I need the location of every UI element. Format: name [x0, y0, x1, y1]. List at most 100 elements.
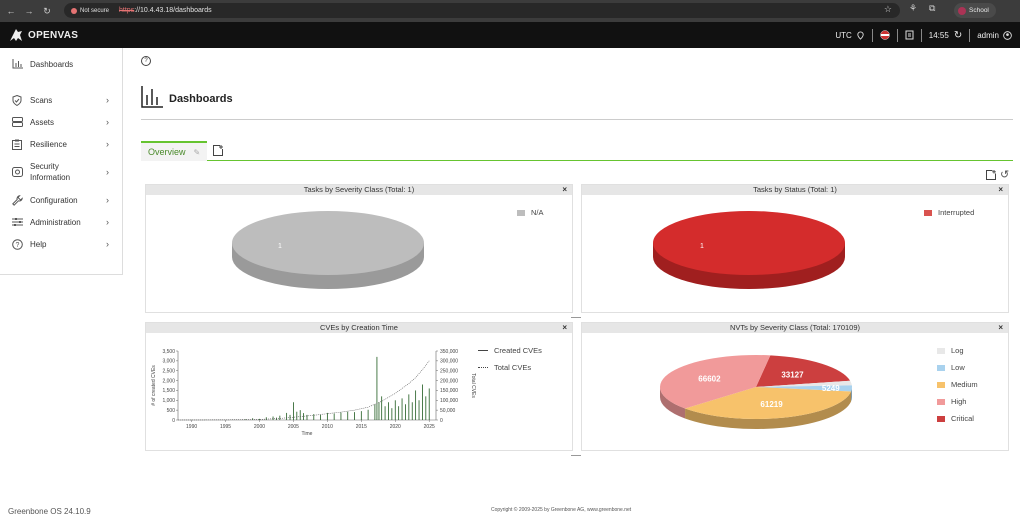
divider — [969, 28, 971, 42]
page-title: Dashboards — [141, 86, 233, 108]
username[interactable]: admin — [977, 30, 999, 40]
sidebar-item-resilience[interactable]: Resilience › — [0, 133, 122, 155]
legend-item[interactable]: Medium — [937, 376, 978, 393]
pie-slice-label: 1 — [700, 243, 704, 250]
pie-slice-label: 61219 — [760, 400, 783, 409]
panel-title: CVEs by Creation Time — [320, 323, 398, 332]
legend-label: Medium — [951, 380, 978, 389]
add-dashboard-icon[interactable] — [213, 145, 223, 156]
y2-axis-label: Total CVEs — [470, 373, 476, 398]
line-chart: 0 500 1,000 1,500 2,000 2,500 3,000 3,500 0 50,00… — [151, 349, 476, 437]
y-tick-label: 2,500 — [162, 369, 175, 375]
add-panel-icon[interactable] — [986, 170, 996, 180]
y2-tick-label: 100,000 — [440, 398, 458, 404]
legend-swatch — [937, 381, 945, 388]
security-indicator[interactable]: Not secure — [71, 7, 110, 14]
warning-icon — [71, 7, 77, 14]
user-icon[interactable] — [1003, 30, 1012, 40]
tab-overview[interactable]: Overview ✎ — [141, 141, 207, 161]
brand-logo[interactable]: OPENVAS — [8, 27, 78, 43]
x-tick-label: 2020 — [390, 424, 401, 430]
chart-legend: Log Low Medium High Critical — [937, 342, 978, 427]
title-divider — [141, 119, 1013, 120]
legend-item[interactable]: High — [937, 393, 978, 410]
timezone-label: UTC — [835, 30, 852, 40]
y2-tick-label: 200,000 — [440, 378, 458, 384]
brand-name: OPENVAS — [28, 29, 79, 41]
pie-slice-label: 33127 — [781, 370, 804, 379]
reload-icon[interactable]: ↻ — [43, 5, 51, 16]
sidebar-item-help[interactable]: ? Help › — [0, 233, 122, 255]
close-icon[interactable]: × — [998, 323, 1003, 332]
panel-header: Tasks by Severity Class (Total: 1) × — [146, 185, 572, 195]
edit-icon[interactable]: ✎ — [193, 147, 201, 157]
x-tick-label: 1990 — [186, 424, 197, 430]
panel-header: CVEs by Creation Time × — [146, 323, 572, 333]
profile-button[interactable]: School — [954, 3, 996, 18]
sidebar-item-label: Dashboards — [30, 59, 74, 69]
back-icon[interactable]: ← — [6, 6, 16, 16]
panel-resize-handle[interactable] — [571, 317, 581, 318]
reset-icon[interactable]: ↺ — [1000, 169, 1010, 181]
panel-tasks-by-status: Tasks by Status (Total: 1) × 1 Interrupt… — [581, 184, 1009, 313]
legend-item[interactable]: Log — [937, 342, 978, 359]
legend-item[interactable]: N/A — [517, 204, 544, 221]
panel-cves-by-creation-time: CVEs by Creation Time × 0 500 1,000 1,500 2,… — [145, 322, 573, 451]
pie-slice-high — [660, 355, 771, 409]
extension-icon[interactable]: ⚘ — [909, 3, 918, 13]
pie-slice-label: 66602 — [698, 375, 721, 384]
sidebar-item-administration[interactable]: Administration › — [0, 211, 122, 233]
sidebar-item-assets[interactable]: Assets › — [0, 111, 122, 133]
help-icon: ? — [11, 238, 23, 250]
y-tick-label: 2,000 — [162, 378, 175, 384]
help-icon[interactable]: ? — [141, 56, 151, 66]
legend-label: Critical — [951, 414, 974, 423]
forward-icon[interactable]: → — [24, 6, 34, 16]
y-axis-label: # of created CVEs — [151, 365, 157, 406]
chevron-right-icon: › — [106, 217, 109, 227]
panel-resize-handle[interactable] — [571, 455, 581, 456]
pie-slice-critical — [756, 355, 851, 387]
bar-chart-icon — [11, 58, 23, 70]
close-icon[interactable]: × — [562, 185, 567, 194]
extensions-puzzle-icon[interactable]: ⧉ — [929, 3, 936, 13]
legend-line — [478, 367, 488, 368]
pie-slice-log — [756, 380, 852, 387]
legend-swatch — [937, 415, 945, 422]
sidebar-item-configuration[interactable]: Configuration › — [0, 189, 122, 211]
close-icon[interactable]: × — [562, 323, 567, 332]
version-label: Greenbone OS 24.10.9 — [8, 507, 91, 516]
legend-swatch — [937, 398, 945, 405]
panel-title: Tasks by Status (Total: 1) — [753, 185, 837, 194]
refresh-icon[interactable]: ↻ — [953, 29, 963, 41]
legend-item[interactable]: Total CVEs — [478, 359, 542, 376]
wrench-icon — [11, 194, 23, 206]
server-icon — [11, 116, 23, 128]
y2-tick-label: 350,000 — [440, 349, 458, 355]
legend-item[interactable]: Low — [937, 359, 978, 376]
language-flag-icon[interactable] — [880, 30, 890, 40]
legend-item[interactable]: Created CVEs — [478, 342, 542, 359]
task-list-icon[interactable] — [905, 30, 914, 40]
bookmark-star-icon[interactable]: ☆ — [883, 4, 892, 14]
pie-chart: 1 — [232, 211, 424, 289]
sidebar-item-security-information[interactable]: Security Information › — [0, 155, 122, 189]
pie-slice-low — [756, 385, 852, 392]
legend-item[interactable]: Critical — [937, 410, 978, 427]
security-label: Not secure — [80, 7, 110, 14]
panel-header: NVTs by Severity Class (Total: 170109) × — [582, 323, 1008, 333]
sidebar-item-label: Security — [30, 162, 59, 171]
pie-side-high — [660, 387, 686, 419]
sidebar-item-dashboards[interactable]: Dashboards — [0, 53, 122, 75]
legend-item[interactable]: Interrupted — [924, 204, 974, 221]
tab-label: Overview — [148, 147, 186, 157]
legend-label: Low — [951, 363, 965, 372]
close-icon[interactable]: × — [998, 185, 1003, 194]
address-bar[interactable]: Not secure https://10.4.43.18/dashboards… — [64, 3, 900, 18]
sidebar: Dashboards Scans › Assets › Resilience ›… — [0, 48, 123, 275]
legend-swatch — [517, 209, 525, 216]
location-pin-icon[interactable] — [856, 30, 865, 40]
sidebar-item-scans[interactable]: Scans › — [0, 89, 122, 111]
url-text[interactable]: https://10.4.43.18/dashboards — [119, 7, 212, 14]
header-tools: UTC 14:55 ↻ admin — [835, 22, 1020, 48]
